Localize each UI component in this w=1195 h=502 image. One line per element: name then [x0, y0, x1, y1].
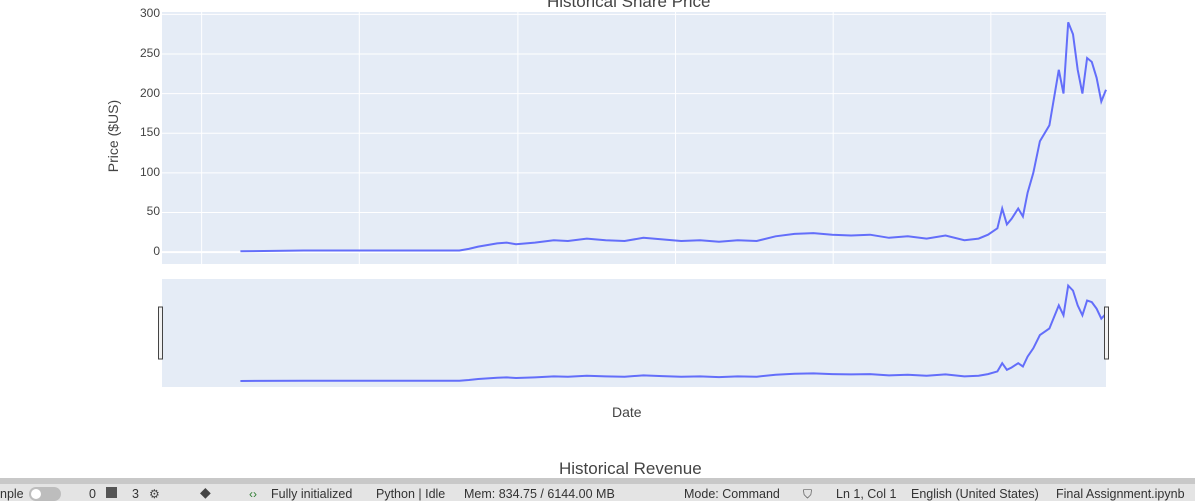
y-tick-label: 250: [139, 46, 160, 60]
main-plot-area: [162, 12, 1106, 264]
kernel-status-icon: ‹›: [249, 487, 257, 501]
file-name: Final Assignment.ipynb: [1056, 487, 1185, 501]
revenue-chart-title: Historical Revenue: [559, 459, 702, 478]
status-bar: nple 0 3 ⚙ ◆ ‹› Fully initialized Python…: [0, 478, 1195, 501]
kernels-count[interactable]: 3: [132, 487, 139, 501]
cursor-position[interactable]: Ln 1, Col 1: [836, 487, 897, 501]
y-tick-label: 0: [153, 244, 160, 259]
y-axis-label: Price ($US): [105, 99, 121, 173]
kernel-name[interactable]: Python | Idle: [376, 487, 446, 501]
terminals-count[interactable]: 0: [89, 487, 96, 501]
kernel-status[interactable]: Fully initialized: [271, 487, 353, 501]
price-series-line: [240, 21, 1107, 253]
language-indicator[interactable]: English (United States): [911, 487, 1039, 501]
simple-mode-toggle[interactable]: [29, 487, 61, 501]
terminal-icon[interactable]: [106, 487, 117, 498]
y-tick-label: 100: [139, 164, 160, 179]
y-tick-label: 300: [139, 6, 160, 21]
chart-title: Historical Share Price: [547, 0, 711, 11]
memory-usage: Mem: 834.75 / 6144.00 MB: [464, 487, 615, 501]
trust-shield-icon[interactable]: ⛉: [803, 487, 813, 501]
y-tick-label: 150: [139, 125, 160, 140]
share-price-chart[interactable]: [0, 0, 1195, 478]
git-icon[interactable]: ◆: [200, 484, 211, 500]
range-slider-left-handle[interactable]: [158, 306, 163, 360]
simple-mode-label: nple: [0, 487, 24, 501]
y-tick-label: 50: [146, 204, 160, 219]
x-axis-label: Date: [612, 404, 642, 420]
range-slider-series-line: [240, 283, 1107, 382]
kernel-chip-icon[interactable]: ⚙: [149, 487, 160, 501]
range-slider-area[interactable]: [162, 279, 1106, 387]
notebook-mode[interactable]: Mode: Command: [684, 487, 780, 501]
y-tick-label: 200: [139, 85, 160, 100]
range-slider-right-handle[interactable]: [1104, 306, 1109, 360]
